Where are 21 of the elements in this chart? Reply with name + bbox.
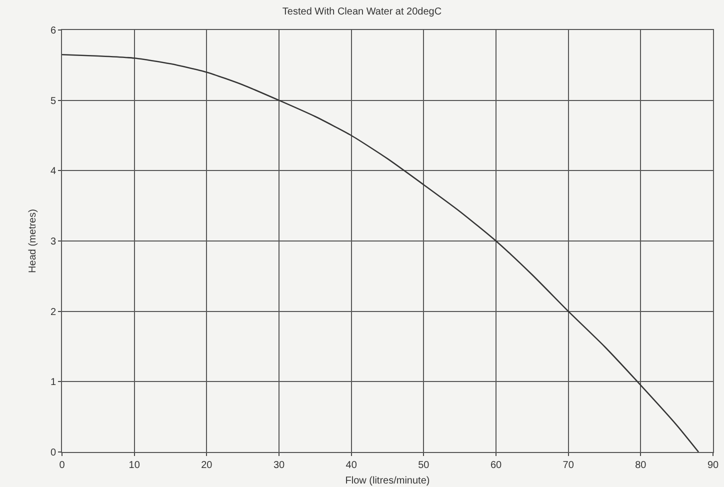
x-tick-label: 60	[490, 460, 502, 471]
x-axis-title: Flow (litres/minute)	[345, 476, 430, 486]
y-tick-label: 0	[50, 448, 56, 458]
y-tick-label: 6	[50, 26, 56, 36]
y-tick-label: 2	[50, 306, 56, 318]
x-tick-label: 40	[346, 460, 358, 471]
x-tick-label: 90	[707, 460, 719, 471]
chart-title: Tested With Clean Water at 20degC	[282, 6, 442, 18]
y-tick-label: 3	[50, 236, 56, 248]
x-tick-label: 10	[128, 460, 140, 471]
x-tick-label: 0	[59, 460, 66, 471]
y-axis-title: Head (metres)	[27, 209, 38, 273]
x-tick-label: 80	[635, 460, 647, 471]
y-tick-label: 1	[50, 377, 56, 388]
x-tick-label: 70	[562, 460, 574, 471]
line-series	[62, 54, 700, 452]
y-tick-label: 4	[50, 166, 56, 178]
x-tick-label: 30	[273, 460, 285, 471]
x-tick-label: 20	[201, 460, 213, 471]
x-tick-label: 50	[418, 460, 430, 471]
y-tick-label: 5	[50, 96, 56, 107]
